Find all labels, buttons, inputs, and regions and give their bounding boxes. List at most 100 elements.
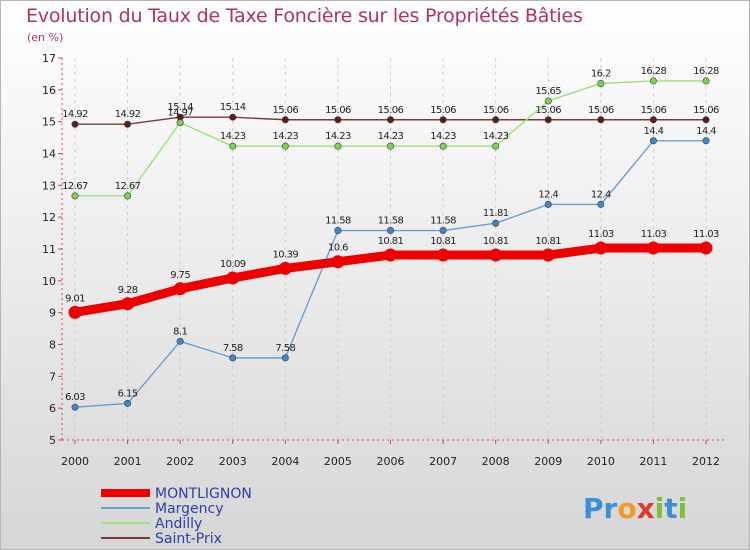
data-label-margency: 7.58 [223, 343, 243, 354]
point-saint-prix [649, 116, 657, 124]
data-labels: 14.92 14.92 15.14 15.14 15.06 15.06 15.06 15.06… [62, 66, 719, 403]
point-saint-prix [597, 116, 605, 124]
data-label-margency: 7.58 [275, 343, 295, 354]
point-montlignon [436, 248, 450, 262]
data-label-saint-prix: 15.06 [588, 105, 614, 116]
y-tick-label: 16 [42, 84, 56, 97]
data-label-saint-prix: 14.92 [62, 109, 88, 120]
point-andilly [439, 142, 447, 150]
point-margency [544, 200, 552, 208]
legend-label-saint-prix: Saint-Prix [155, 531, 222, 547]
x-tick-label: 2010 [587, 455, 615, 468]
axes: 5 6 7 8 9 10 11 12 13 14 15 16 17 2000 2001 2002 2003 200… [42, 52, 725, 468]
y-tick-label: 10 [42, 275, 56, 288]
data-label-saint-prix: 14.92 [115, 109, 141, 120]
point-andilly [71, 192, 79, 200]
point-saint-prix [386, 116, 394, 124]
data-label-saint-prix: 15.06 [641, 105, 667, 116]
data-label-andilly: 14.23 [378, 131, 404, 142]
point-montlignon [331, 255, 345, 269]
point-saint-prix [492, 116, 500, 124]
x-tick-label: 2009 [534, 455, 562, 468]
x-tick-label: 2007 [429, 455, 457, 468]
data-label-montlignon: 10.81 [483, 236, 509, 247]
data-label-montlignon: 11.03 [588, 229, 614, 240]
logo-letter: r [604, 492, 618, 525]
data-label-andilly: 14.23 [220, 131, 246, 142]
logo-letter: P [583, 492, 604, 525]
data-label-montlignon: 9.01 [65, 293, 85, 304]
data-label-andilly: 14.23 [273, 131, 299, 142]
logo-letter: x [637, 492, 655, 525]
point-montlignon [541, 248, 555, 262]
point-andilly [229, 142, 237, 150]
data-label-montlignon: 10.81 [378, 236, 404, 247]
y-tick-label: 17 [42, 52, 56, 65]
data-label-andilly: 12.67 [115, 181, 141, 192]
data-label-andilly: 12.67 [62, 181, 88, 192]
data-label-montlignon: 10.81 [535, 236, 561, 247]
legend-label-margency: Margency [155, 501, 224, 517]
x-tick-label: 2003 [219, 455, 247, 468]
data-label-montlignon: 10.39 [273, 249, 299, 260]
x-tick-label: 2004 [271, 455, 299, 468]
legend-label-andilly: Andilly [155, 516, 202, 532]
x-tick-label: 2008 [482, 455, 510, 468]
point-andilly [176, 119, 184, 127]
x-tick-label: 2006 [377, 455, 405, 468]
point-margency [281, 354, 289, 362]
x-tick-label: 2000 [61, 455, 89, 468]
point-margency [439, 227, 447, 235]
chart-title: Evolution du Taux de Taxe Foncière sur l… [26, 5, 583, 27]
data-label-margency: 14.4 [696, 126, 716, 137]
point-margency [649, 137, 657, 145]
data-label-margency: 6.15 [118, 388, 138, 399]
point-andilly [597, 79, 605, 87]
data-label-saint-prix: 15.06 [483, 105, 509, 116]
x-tick-label: 2001 [114, 455, 142, 468]
point-montlignon [699, 241, 713, 255]
data-label-margency: 14.4 [643, 126, 663, 137]
point-andilly [386, 142, 394, 150]
point-montlignon [384, 248, 397, 262]
x-tick-label: 2012 [692, 455, 720, 468]
point-montlignon [594, 241, 608, 255]
point-margency [334, 227, 342, 235]
y-tick-label: 11 [42, 243, 56, 256]
legend-label-montlignon: MONTLIGNON [155, 486, 252, 502]
logo-letter: i [678, 492, 688, 525]
point-margency [702, 137, 710, 145]
data-label-margency: 11.58 [378, 216, 404, 227]
point-montlignon [646, 241, 660, 255]
data-label-margency: 11.58 [325, 216, 351, 227]
point-montlignon [278, 261, 292, 275]
data-label-margency: 11.58 [430, 216, 456, 227]
data-label-saint-prix: 15.06 [325, 105, 351, 116]
data-label-andilly: 16.28 [693, 66, 719, 77]
data-label-saint-prix: 15.06 [430, 105, 456, 116]
point-saint-prix [544, 116, 552, 124]
logo-letter: i [655, 492, 665, 525]
data-label-andilly: 15.65 [535, 86, 561, 97]
data-label-andilly: 14.23 [430, 131, 456, 142]
point-saint-prix [281, 116, 289, 124]
x-tick-label: 2002 [166, 455, 194, 468]
y-tick-label: 8 [49, 339, 56, 352]
data-label-andilly: 16.2 [591, 68, 611, 79]
point-saint-prix [71, 120, 79, 128]
data-label-montlignon: 9.28 [118, 285, 138, 296]
data-label-montlignon: 10.09 [220, 259, 246, 270]
point-montlignon [489, 248, 503, 262]
data-label-andilly: 14.97 [167, 108, 193, 119]
point-margency [229, 354, 237, 362]
data-label-margency: 11.81 [483, 208, 509, 219]
data-label-montlignon: 9.75 [170, 270, 190, 281]
y-tick-label: 7 [49, 370, 56, 383]
data-label-saint-prix: 15.06 [378, 105, 404, 116]
data-label-saint-prix: 15.06 [273, 105, 299, 116]
logo-letter: o [617, 492, 636, 525]
point-margency [124, 399, 132, 407]
